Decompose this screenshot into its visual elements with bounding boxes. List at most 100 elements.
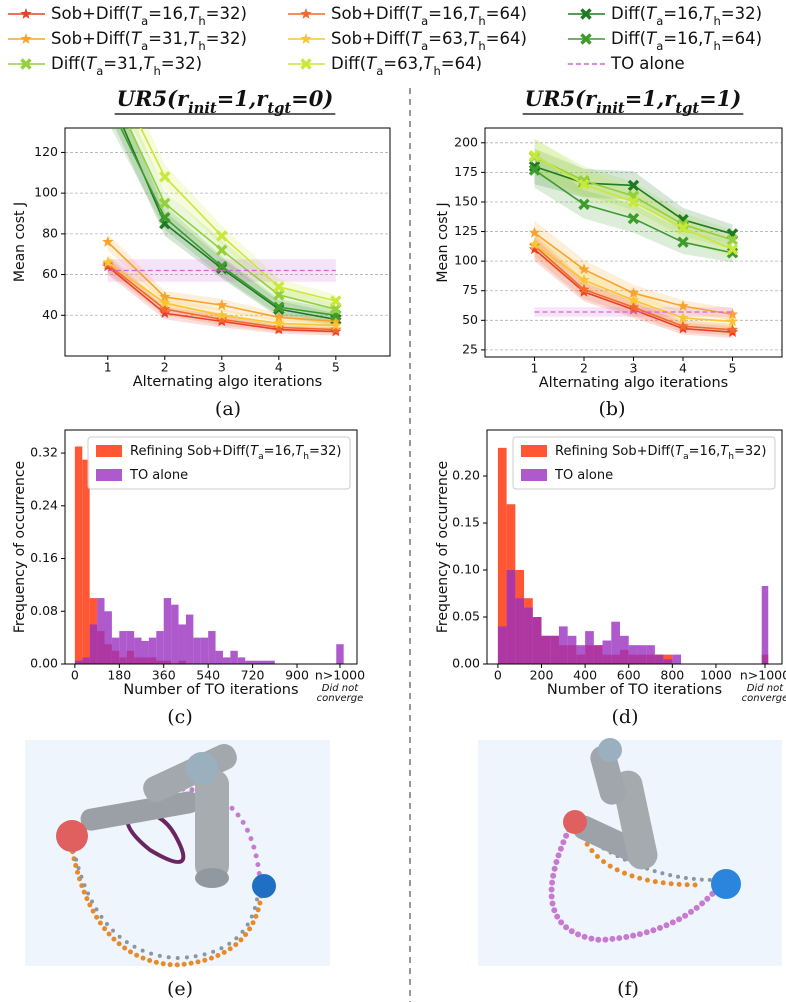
marker	[216, 299, 228, 310]
hist-bar	[141, 640, 149, 664]
hist-bar	[89, 624, 98, 664]
y-axis-label: Mean cost J	[435, 202, 451, 282]
legend-label: Diff(Ta=16,Th=64)	[611, 29, 762, 53]
x-tick-label: 180	[107, 668, 131, 683]
legend-label: Diff(Ta=63,Th=64)	[331, 54, 482, 78]
hist-bar	[497, 447, 507, 664]
x-tick-label: 2	[161, 360, 169, 375]
y-tick-label: 0.32	[30, 445, 58, 460]
legend-swatch	[96, 445, 122, 457]
hist-bar	[541, 635, 551, 664]
hist-bar	[611, 621, 621, 664]
overflow-bar	[336, 644, 344, 664]
hist-bar	[193, 637, 201, 664]
hist-bar	[245, 660, 253, 664]
x-tick-label: 0	[494, 668, 502, 683]
x-tick-label: 4	[679, 361, 687, 376]
x-tick-label: 540	[196, 668, 220, 683]
hist-bar	[620, 635, 629, 664]
legend-swatch	[521, 469, 547, 481]
marker	[578, 174, 590, 187]
marker	[159, 297, 171, 308]
marker	[103, 97, 112, 106]
hist-bar	[515, 598, 525, 664]
chart-title: UR5(rinit=1,rtgt=1)	[525, 86, 742, 117]
overflow-note: Did not	[322, 683, 359, 694]
hist-bar	[222, 657, 231, 664]
marker	[677, 236, 689, 248]
hist-bar	[646, 645, 655, 664]
hist-bar	[74, 660, 83, 664]
y-tick-label: 100	[454, 253, 478, 268]
legend-box	[512, 436, 776, 490]
x-tick-label: n>1000	[740, 668, 786, 683]
hist-bar	[558, 626, 568, 664]
marker	[159, 197, 171, 210]
marker	[273, 301, 285, 313]
x-tick-label: 200	[530, 668, 554, 683]
legend-label: TO alone	[129, 468, 188, 483]
legend-box	[87, 436, 351, 490]
marker	[627, 301, 640, 313]
x-tick-label: 0	[71, 668, 79, 683]
marker	[677, 320, 689, 332]
caption: (d)	[612, 706, 639, 728]
marker	[580, 8, 592, 20]
hist-bar	[628, 645, 638, 664]
marker	[216, 230, 228, 242]
y-tick-label: 0.10	[452, 562, 480, 577]
hist-bar	[550, 635, 559, 664]
hist-bar	[171, 604, 179, 664]
y-tick-label: 150	[454, 193, 478, 208]
y-tick-label: 80	[42, 225, 58, 240]
legend-swatch	[96, 469, 122, 481]
hist-bar	[119, 631, 127, 664]
marker	[102, 256, 114, 268]
marker	[726, 247, 739, 259]
hist-bar	[576, 645, 586, 664]
y-tick-label: 0.08	[30, 603, 58, 618]
marker	[273, 317, 285, 329]
marker	[580, 33, 592, 45]
y-tick-label: 25	[462, 341, 478, 356]
y-tick-label: 200	[454, 134, 478, 149]
x-tick-label: 1000	[700, 668, 732, 683]
y-tick-label: 40	[42, 307, 58, 322]
hist-bar	[163, 598, 172, 664]
legend-label: Sob+Diff(Ta=31,Th=32)	[51, 29, 247, 53]
x-tick-label: 900	[285, 668, 309, 683]
y-tick-label: 125	[454, 223, 478, 238]
marker	[627, 287, 640, 298]
x-tick-label: n>1000	[315, 668, 365, 683]
y-tick-label: 50	[462, 312, 478, 327]
x-tick-label: 400	[573, 668, 597, 683]
overflow-note: Did not	[747, 683, 784, 694]
y-axis-label: Frequency of occurrence	[435, 461, 451, 633]
marker	[627, 196, 640, 208]
marker	[273, 311, 285, 323]
plot-area	[528, 138, 739, 339]
plot-frame	[64, 429, 358, 665]
caption: (f)	[617, 978, 639, 1000]
marker	[627, 179, 640, 192]
hist-bar	[567, 635, 577, 664]
y-tick-label: 100	[34, 185, 58, 200]
hist-bar	[524, 607, 533, 664]
x-tick-label: 5	[729, 361, 737, 376]
marker	[677, 222, 689, 234]
robot-render-e	[25, 740, 330, 968]
plot-frame	[484, 127, 783, 358]
y-tick-label: 0.00	[30, 656, 58, 671]
error-band	[534, 152, 733, 263]
marker	[627, 294, 640, 305]
marker	[159, 291, 171, 302]
hist-bar	[585, 631, 594, 664]
caption: (a)	[215, 398, 241, 420]
marker	[102, 236, 114, 247]
caption: (e)	[167, 978, 193, 1000]
marker	[726, 243, 739, 256]
marker	[578, 263, 590, 275]
x-tick-label: 600	[617, 668, 641, 683]
marker	[578, 274, 590, 285]
marker	[159, 211, 171, 224]
